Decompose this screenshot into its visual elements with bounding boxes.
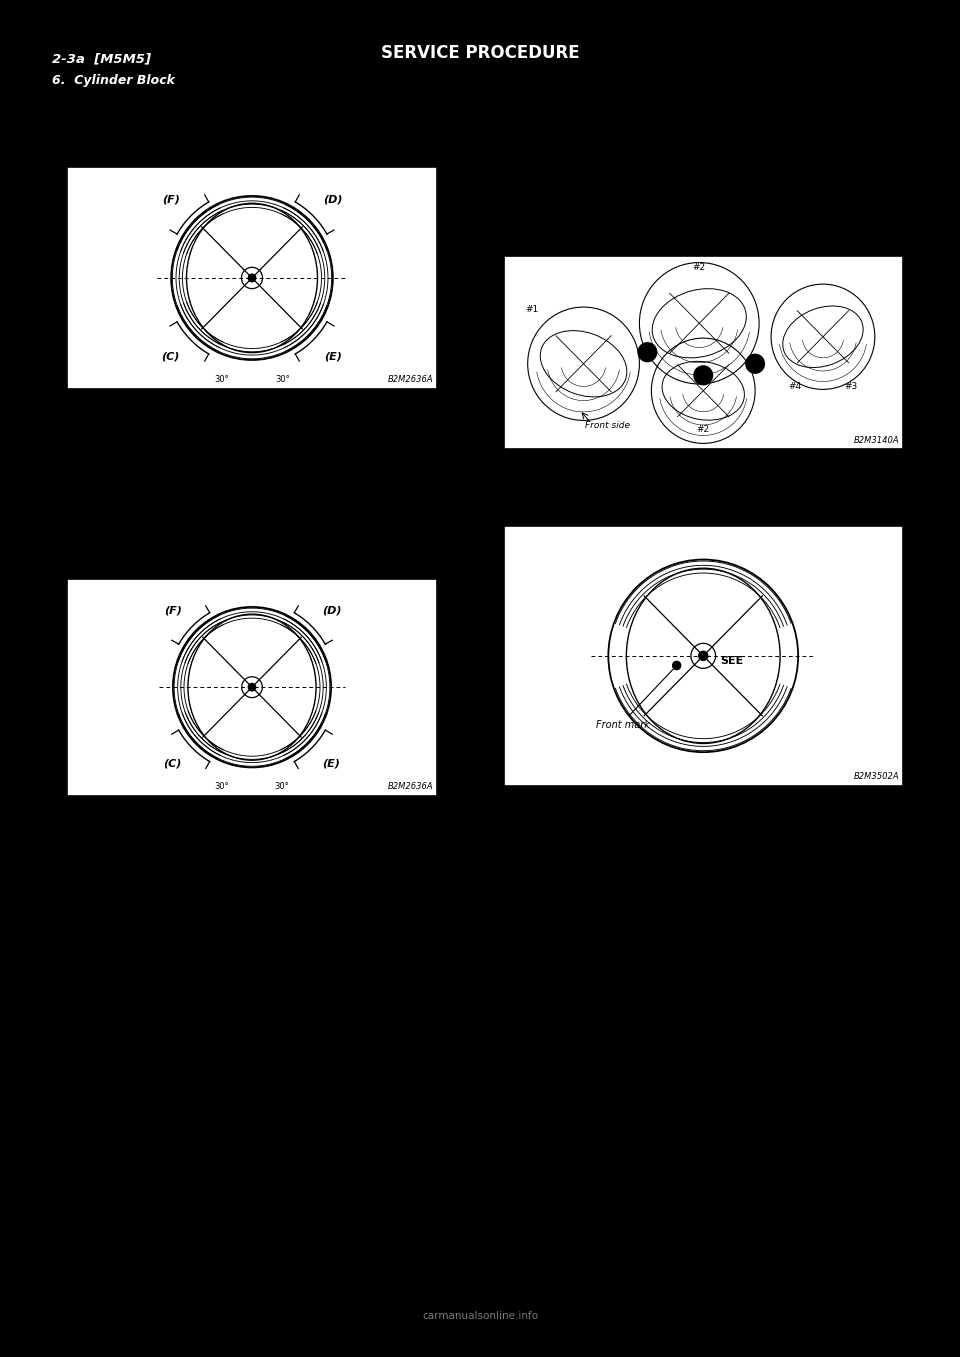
Text: SERVICE PROCEDURE: SERVICE PROCEDURE [381,45,579,62]
Circle shape [248,274,256,282]
Circle shape [637,342,658,362]
Text: ●  Ensure ring gaps are not within the piston
    skirt area.: ● Ensure ring gaps are not within the pi… [48,537,367,566]
Text: carmanualsonline.info: carmanualsonline.info [422,1311,538,1322]
Text: Front side: Front side [585,421,630,430]
Text: B2M3502A: B2M3502A [853,772,899,782]
Text: (D): (D) [324,194,343,205]
Text: CAUTION:: CAUTION: [490,461,557,474]
Text: CAUTION:: CAUTION: [490,213,557,225]
Text: 30°: 30° [276,376,290,384]
Bar [504,525,902,786]
Text: (F): (F) [162,194,180,205]
Text: 2-3a  [M5M5]: 2-3a [M5M5] [53,53,152,65]
Text: (4)  Position the upper rail gap at (C) or (D) in
the figure.: (4) Position the upper rail gap at (C) o… [48,115,372,144]
Text: 6.  Cylinder Block: 6. Cylinder Block [53,73,176,87]
Text: B2M2636A: B2M2636A [388,375,434,384]
Text: B2M3140A: B2M3140A [853,436,899,445]
Text: (D): (D) [322,605,341,616]
Text: SEE: SEE [720,655,743,666]
Text: Use new circlips.: Use new circlips. [490,232,608,244]
Text: (C): (C) [161,351,180,361]
Text: #2: #2 [697,425,709,434]
Text: (C): (C) [163,759,181,769]
Circle shape [693,365,713,385]
Bar [67,578,437,795]
Text: (F): (F) [163,605,181,616]
Circle shape [672,661,682,670]
Text: (5)  Position the expander gap at 180° of the
reverse side for the upper rail ga: (5) Position the expander gap at 180° of… [48,400,396,459]
Text: #3: #3 [844,383,857,391]
Text: 5)  Install circlip.: 5) Install circlip. [490,115,609,129]
Text: #4: #4 [788,383,802,391]
Circle shape [248,683,256,692]
Text: #2: #2 [693,263,706,271]
Text: B2M2636A: B2M2636A [388,782,434,791]
Text: 30°: 30° [275,783,289,791]
Bar [504,255,902,449]
Text: Front mark: Front mark [595,721,650,730]
Text: 64: 64 [470,1289,490,1304]
Text: (E): (E) [323,759,341,769]
Circle shape [698,650,708,661]
Text: ●  Ensure ring gaps do not face the same direc-
    tion.: ● Ensure ring gaps do not face the same … [48,503,385,532]
Circle shape [745,354,765,375]
Bar [67,167,437,389]
Text: 30°: 30° [214,376,228,384]
Text: CAUTION:: CAUTION: [48,482,115,495]
Text: (E): (E) [324,351,342,361]
Text: 30°: 30° [215,783,229,791]
Text: Install circlips in piston holes located opposite ser-
vice holes in cylinder bl: Install circlips in piston holes located… [490,136,851,178]
Text: #1: #1 [525,305,539,315]
Text: Piston front mark faces towards the front of the
engine.: Piston front mark faces towards the fron… [490,480,830,509]
